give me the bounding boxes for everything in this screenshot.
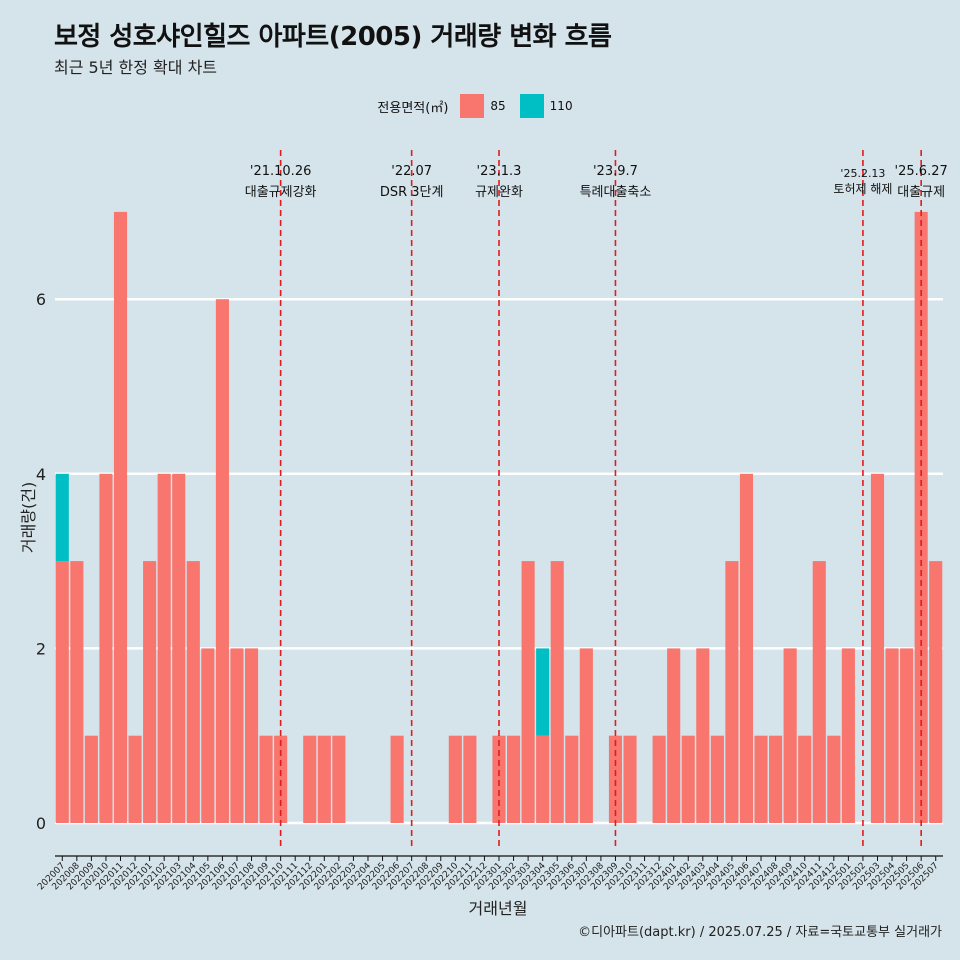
bar-85-202106 [215,299,229,823]
bar-85-202403 [696,648,710,823]
bar-85-202312 [652,735,666,823]
bar-85-202412 [827,735,841,823]
bar-85-202306 [565,735,579,823]
event-date: '23.1.3 [477,164,522,179]
bar-85-202201 [317,735,331,823]
event-date: '22.07 [391,164,432,179]
bar-85-202104 [186,561,200,823]
event-date: '25.2.13 [840,167,885,180]
bar-85-202307 [579,648,593,823]
bar-85-202401 [667,648,681,823]
event-label: 특례대출축소 [580,185,652,200]
source-caption: ©디아파트(dapt.kr) / 2025.07.25 / 자료=국토교통부 실… [578,925,942,940]
bar-85-202505 [900,648,914,823]
bar-85-202110 [274,735,288,823]
x-axis-title: 거래년월 [469,899,528,918]
bar-85-202007 [55,561,69,823]
event-label: 규제완화 [475,185,523,200]
y-tick-label: 0 [36,814,46,833]
bar-85-202011 [113,211,128,823]
legend-label-110: 110 [549,99,573,113]
y-tick-label: 6 [36,290,46,309]
bar-85-202107 [230,648,244,823]
bar-85-202112 [303,735,317,823]
bar-85-202501 [841,648,855,823]
bar-85-202402 [681,735,695,823]
chart-title: 보정 성호샤인힐즈 아파트(2005) 거래량 변화 흐름 [54,22,612,52]
bar-85-202302 [507,735,521,823]
event-label: 대출규제강화 [245,185,317,200]
bar-85-202206 [390,735,404,823]
bar-85-202010 [99,473,113,823]
event-date: '21.10.26 [250,164,311,179]
legend-key-85 [460,94,485,118]
bar-85-202506 [914,211,928,823]
bar-85-202009 [84,735,98,823]
bar-85-202303 [521,561,535,823]
y-tick-label: 2 [36,639,46,658]
bar-85-202409 [783,648,797,823]
legend: 전용면적(㎡) 85 110 [0,94,960,118]
bar-85-202406 [739,473,754,823]
bar-85-202411 [812,561,826,823]
bar-85-202301 [492,735,506,823]
bar-85-202310 [623,735,637,823]
bar-85-202008 [70,561,84,823]
y-tick-label: 4 [36,465,46,484]
bar-85-202507 [929,561,943,823]
event-label: DSR 3단계 [380,185,444,200]
event-label: 대출규제 [897,185,945,200]
event-date: '23.9.7 [593,164,638,179]
bar-85-202202 [332,735,346,823]
bar-85-202305 [550,561,564,823]
bar-85-202504 [885,648,899,823]
bar-85-202101 [143,561,157,823]
bar-85-202309 [608,735,623,823]
bar-85-202408 [769,735,783,823]
bar-110-202007 [55,473,69,562]
bar-85-202211 [463,735,477,823]
bar-85-202410 [798,735,812,823]
bar-85-202210 [448,735,462,823]
event-date: '25.6.27 [895,164,948,179]
bar-85-202109 [259,735,273,823]
event-label: 토허제 해제 [833,182,892,196]
chart-subtitle: 최근 5년 한정 확대 차트 [54,58,218,77]
bar-85-202503 [870,473,885,823]
bar-85-202102 [157,473,171,823]
legend-key-110 [519,94,544,118]
bar-85-202012 [128,735,142,823]
legend-label-85: 85 [490,99,506,113]
bar-85-202407 [754,735,768,823]
bar-85-202108 [244,648,259,823]
bar-85-202105 [201,648,215,823]
bar-85-202404 [710,735,724,823]
y-axis-title: 거래량(건) [19,482,38,553]
bar-110-202304 [536,648,550,736]
bar-85-202103 [172,473,186,823]
bar-85-202405 [725,561,739,823]
bar-85-202304 [536,735,550,823]
legend-title: 전용면적(㎡) [377,100,449,116]
